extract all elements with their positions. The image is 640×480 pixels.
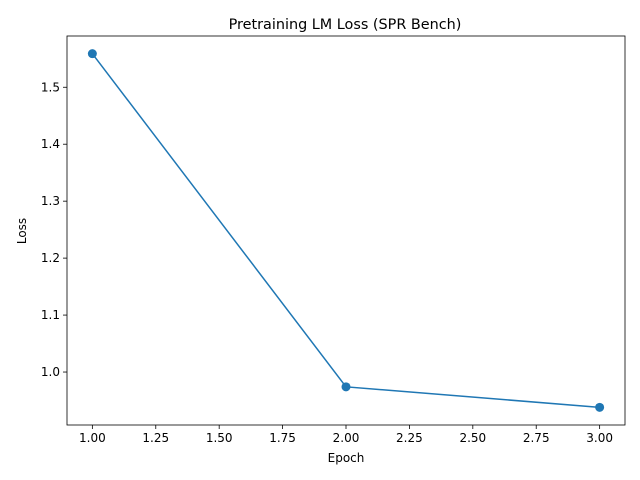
y-axis-ticks: 1.0 1.1 1.2 1.3 1.4 1.5 [41,80,67,379]
x-tick-label: 2.25 [396,431,423,445]
x-axis-ticks: 1.00 1.25 1.50 1.75 2.00 2.25 2.50 2.75 3.00 [79,425,613,445]
plot-frame [66,35,626,426]
x-tick-label: 3.00 [586,431,613,445]
y-tick-label: 1.1 [41,308,60,322]
data-point-epoch-1 [87,49,97,59]
x-axis-label: Epoch [328,451,365,465]
loss-line [91,53,600,409]
x-tick-label: 2.50 [459,431,486,445]
x-tick-label: 1.50 [206,431,233,445]
data-point-epoch-3 [595,402,605,412]
x-tick-label: 1.00 [79,431,106,445]
data-point-epoch-2 [341,382,351,392]
x-tick-label: 1.75 [269,431,296,445]
chart-title: Pretraining LM Loss (SPR Bench) [229,17,462,33]
y-tick-label: 1.3 [41,194,60,208]
x-tick-label: 2.00 [333,431,360,445]
x-tick-label: 1.25 [142,431,169,445]
y-tick-label: 1.0 [41,365,60,379]
y-axis-label: Loss [15,218,29,244]
y-tick-label: 1.2 [41,251,60,265]
x-tick-label: 2.75 [523,431,550,445]
y-tick-label: 1.5 [41,80,60,94]
y-tick-label: 1.4 [41,137,60,151]
series-layer [87,49,605,412]
